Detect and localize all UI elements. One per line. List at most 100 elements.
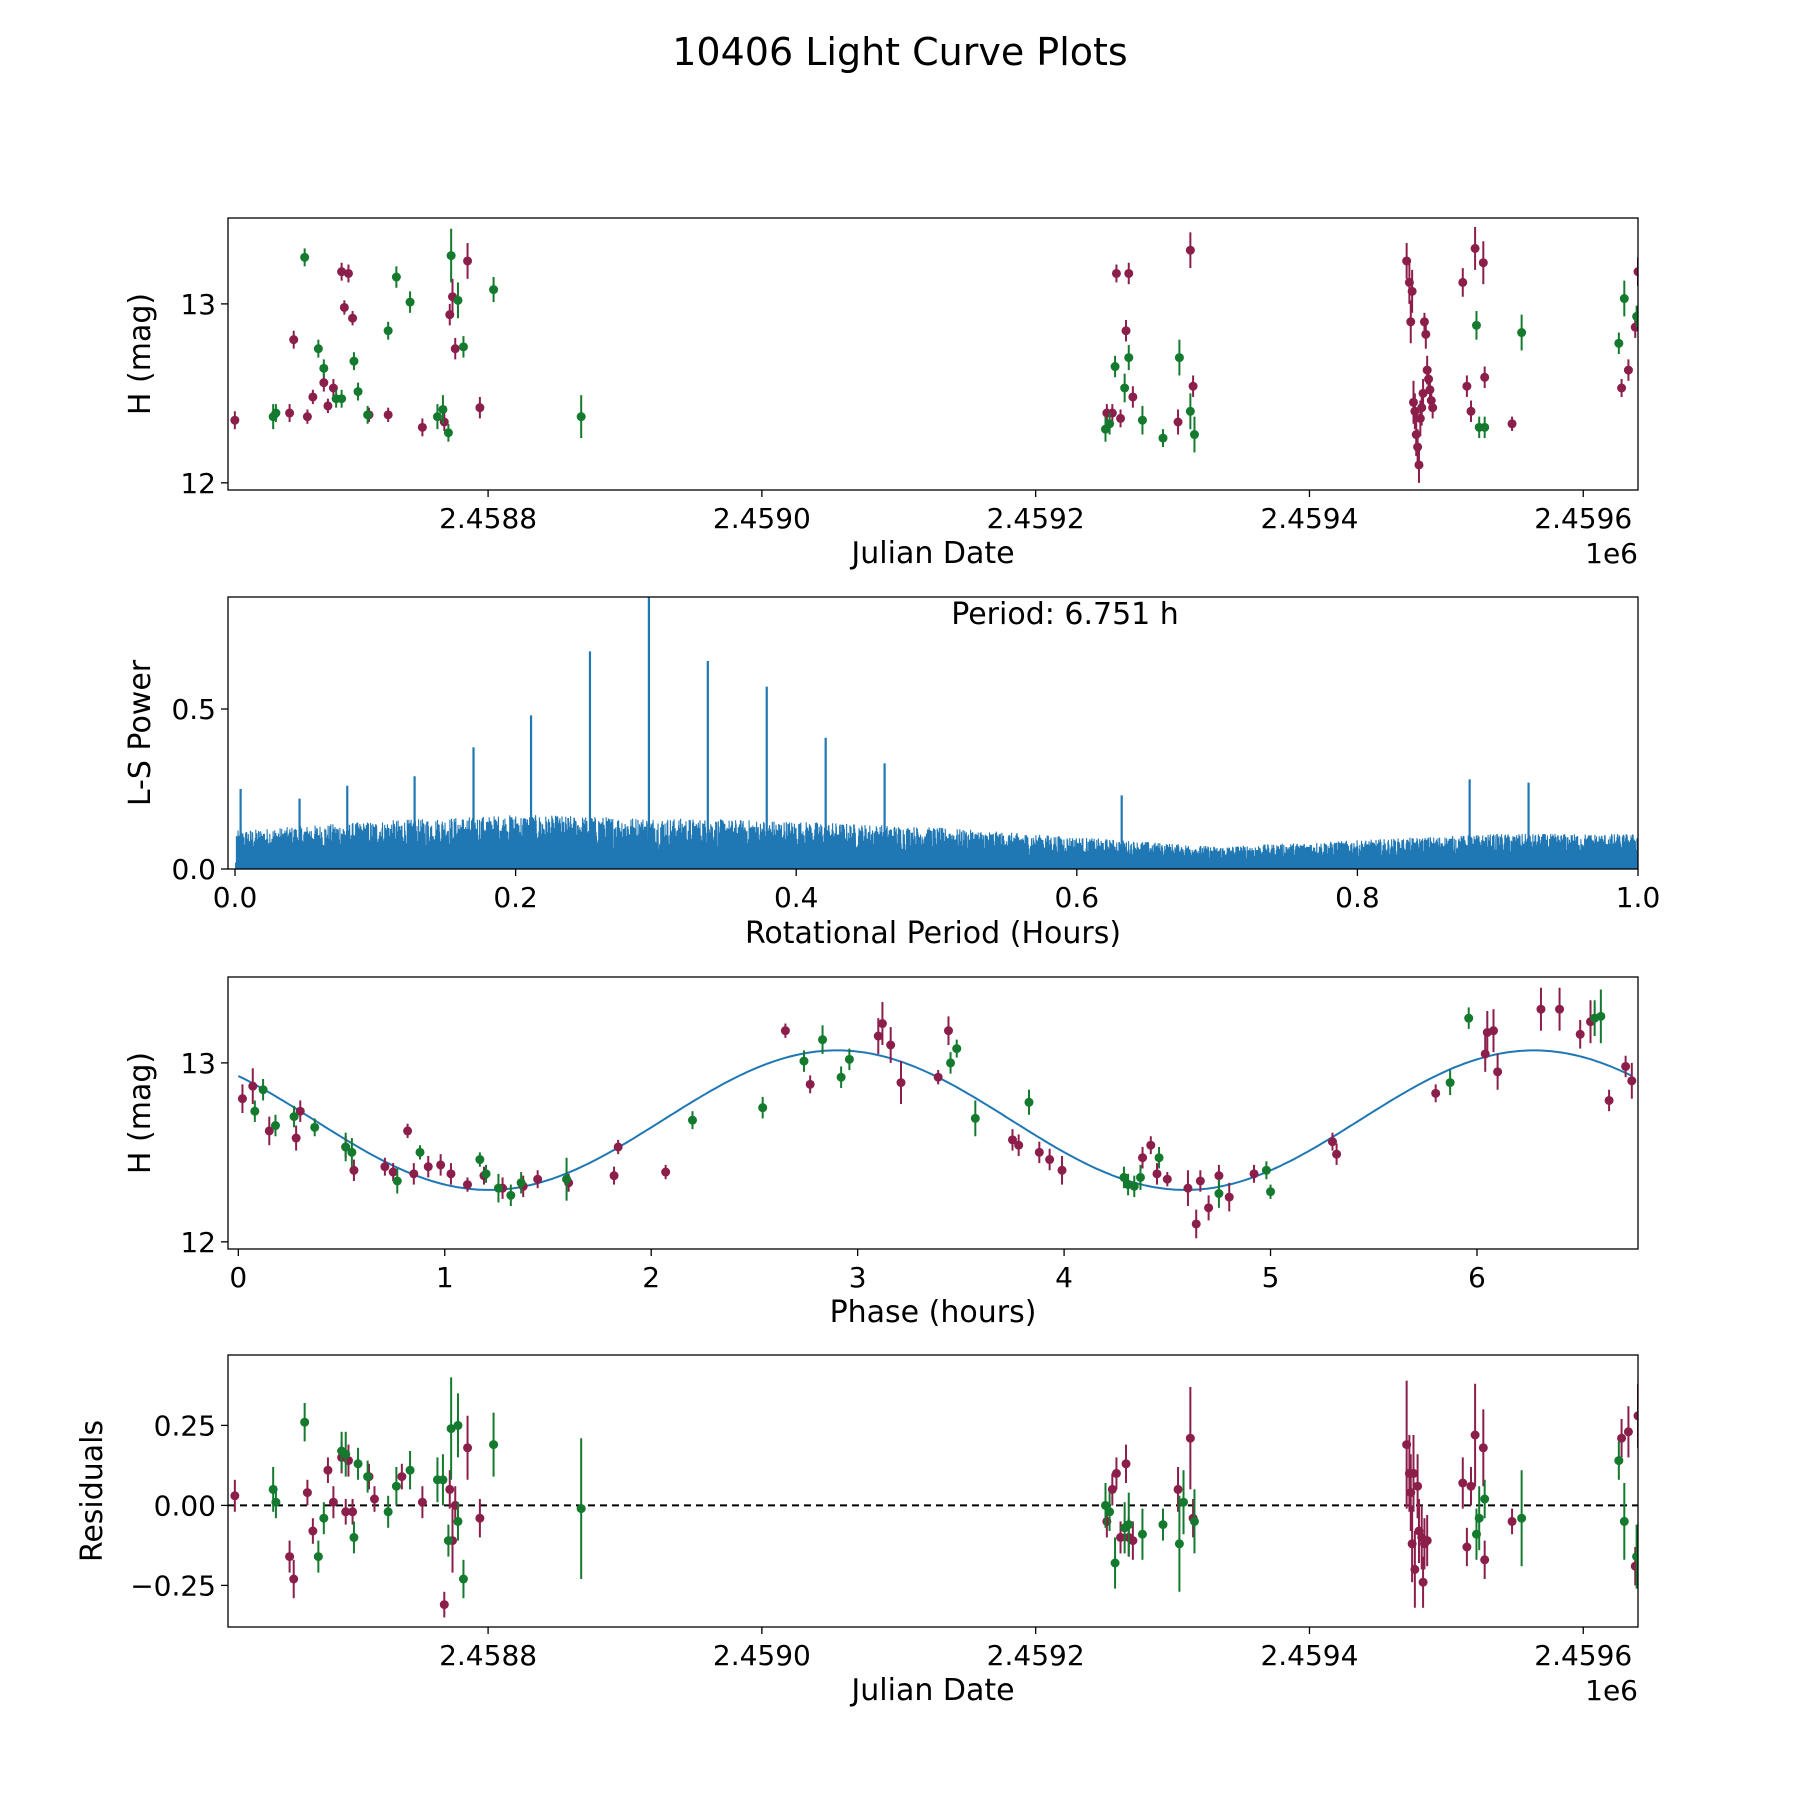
data-point-r xyxy=(285,1552,295,1562)
data-point-r xyxy=(609,1171,619,1181)
data-point-r xyxy=(1478,258,1488,268)
data-point-r xyxy=(1185,1433,1195,1443)
x-tick-label: 2.4596 xyxy=(1534,502,1632,535)
data-point-r xyxy=(369,1494,379,1504)
data-point-r xyxy=(943,1026,953,1036)
data-point-g xyxy=(432,412,442,422)
data-point-g xyxy=(1517,328,1527,338)
x-tick-label: 0.8 xyxy=(1335,881,1380,914)
data-point-g xyxy=(844,1054,854,1064)
x-tick-label: 2.4588 xyxy=(439,1639,537,1672)
data-point-g xyxy=(391,272,401,282)
data-point-g xyxy=(383,326,393,336)
x-tick-label: 0.2 xyxy=(493,881,538,914)
data-point-g xyxy=(1154,1153,1164,1163)
data-point-r xyxy=(289,1574,299,1584)
data-point-r xyxy=(417,1497,427,1507)
data-point-g xyxy=(1158,1520,1168,1530)
data-point-g xyxy=(453,1420,463,1430)
data-point-g xyxy=(1110,362,1120,372)
data-point-g xyxy=(341,1142,351,1152)
data-point-g xyxy=(1632,1552,1638,1562)
data-point-r xyxy=(380,1162,390,1172)
axes-frame xyxy=(227,976,1639,1250)
data-point-r xyxy=(302,412,312,422)
data-point-r xyxy=(1480,1555,1490,1565)
data-point-r xyxy=(1431,1088,1441,1098)
data-point-g xyxy=(562,1174,572,1184)
period-annotation: Period: 6.751 h xyxy=(951,597,1179,632)
data-point-r xyxy=(1604,1095,1614,1105)
data-point-r xyxy=(295,1106,305,1116)
x-tick-label: 4 xyxy=(1055,1261,1073,1294)
x-axis-label: Rotational Period (Hours) xyxy=(745,916,1121,951)
x-tick-label: 0 xyxy=(229,1261,247,1294)
data-point-r xyxy=(1617,383,1627,393)
data-point-r xyxy=(397,1472,407,1482)
data-point-r xyxy=(1034,1147,1044,1157)
x-tick-label: 2.4588 xyxy=(439,502,537,535)
data-point-g xyxy=(1119,1172,1129,1182)
data-point-r xyxy=(1173,1484,1183,1494)
data-point-r xyxy=(319,378,329,388)
data-point-r xyxy=(348,1507,358,1517)
data-point-r xyxy=(423,1162,433,1172)
data-point-r xyxy=(1424,374,1434,384)
data-point-g xyxy=(952,1044,962,1054)
data-point-r xyxy=(349,1165,359,1175)
data-point-r xyxy=(1633,1411,1638,1421)
y-axis-label: H (mag) xyxy=(123,293,158,415)
data-point-r xyxy=(1111,268,1121,278)
data-point-g xyxy=(337,394,347,404)
data-point-r xyxy=(285,408,295,418)
data-point-r xyxy=(463,256,473,266)
data-point-g xyxy=(489,285,499,295)
data-point-g xyxy=(1179,1497,1189,1507)
data-point-r xyxy=(1470,1430,1480,1440)
y-tick-label: 0.00 xyxy=(154,1489,216,1522)
data-point-r xyxy=(1124,268,1134,278)
x-tick-label: 0.6 xyxy=(1055,881,1100,914)
data-point-g xyxy=(1124,1520,1134,1530)
data-point-r xyxy=(1183,1183,1193,1193)
data-point-g xyxy=(443,1536,453,1546)
data-point-r xyxy=(1327,1137,1337,1147)
data-point-r xyxy=(1627,1076,1637,1086)
data-point-g xyxy=(319,1513,329,1523)
data-point-g xyxy=(1129,1181,1139,1191)
x-offset-label: 1e6 xyxy=(1585,537,1638,570)
data-point-r xyxy=(1173,417,1183,427)
x-tick-label: 2 xyxy=(642,1261,660,1294)
y-axis-label: H (mag) xyxy=(123,1052,158,1174)
x-tick-label: 0.0 xyxy=(213,881,258,914)
data-point-r xyxy=(1428,403,1438,413)
data-point-g xyxy=(258,1085,268,1095)
data-point-r xyxy=(1332,1149,1342,1159)
data-point-g xyxy=(758,1103,768,1113)
data-point-r xyxy=(1121,326,1131,336)
data-point-g xyxy=(481,1169,491,1179)
data-point-r xyxy=(805,1079,815,1089)
data-point-g xyxy=(1632,311,1638,321)
data-point-g xyxy=(392,1176,402,1186)
data-point-g xyxy=(1124,353,1134,363)
data-point-r xyxy=(308,1526,318,1536)
data-point-g xyxy=(1135,1172,1145,1182)
data-point-r xyxy=(1417,403,1427,413)
data-point-g xyxy=(458,342,468,352)
data-point-r xyxy=(1425,385,1435,395)
data-point-g xyxy=(576,412,586,422)
data-point-r xyxy=(1116,1532,1126,1542)
data-point-r xyxy=(328,1497,338,1507)
data-point-r xyxy=(436,1160,446,1170)
data-point-r xyxy=(237,1094,247,1104)
data-point-r xyxy=(348,313,358,323)
data-point-r xyxy=(1128,392,1138,402)
data-point-r xyxy=(1128,1536,1138,1546)
data-point-r xyxy=(1623,1427,1633,1437)
data-point-r xyxy=(289,335,299,345)
data-point-g xyxy=(349,1532,359,1542)
data-point-g xyxy=(836,1072,846,1082)
data-point-g xyxy=(405,1465,415,1475)
data-point-g xyxy=(1185,406,1195,416)
